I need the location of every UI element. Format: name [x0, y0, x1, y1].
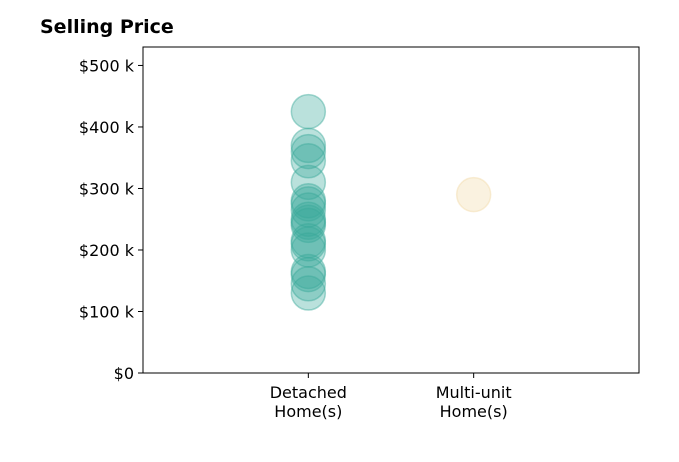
data-point [290, 223, 327, 259]
data-point [290, 186, 327, 222]
y-tick-label: $200 k [79, 241, 135, 260]
x-tick-label: Multi-unit Home(s) [436, 383, 512, 421]
points-group [290, 93, 492, 311]
x-tick-label: Detached Home(s) [270, 383, 347, 421]
data-point [290, 164, 327, 201]
data-point [290, 183, 327, 219]
data-point [290, 201, 327, 237]
data-point [290, 232, 327, 268]
y-tick-label: $500 k [79, 56, 135, 75]
x-axis: Detached Home(s) Multi-unit Home(s) [270, 373, 512, 421]
data-point [290, 207, 327, 244]
data-point [290, 256, 327, 293]
data-point [455, 176, 492, 213]
y-tick-label: $400 k [79, 118, 135, 137]
data-point [290, 133, 327, 170]
data-point [290, 192, 327, 228]
plot-frame [142, 46, 640, 374]
data-point [290, 93, 327, 130]
y-axis: $0 $100 k $200 k $300 k $400 k $500 k [79, 56, 143, 383]
data-point [290, 127, 327, 164]
y-tick-label: $100 k [79, 302, 135, 321]
chart-title: Selling Price [40, 16, 174, 38]
data-point [290, 266, 327, 302]
data-point [290, 275, 327, 311]
y-tick-label: $0 [114, 364, 134, 383]
data-point [290, 253, 327, 290]
data-point [290, 204, 327, 241]
y-tick-label: $300 k [79, 179, 135, 198]
data-point [290, 226, 327, 262]
data-point [290, 143, 327, 179]
